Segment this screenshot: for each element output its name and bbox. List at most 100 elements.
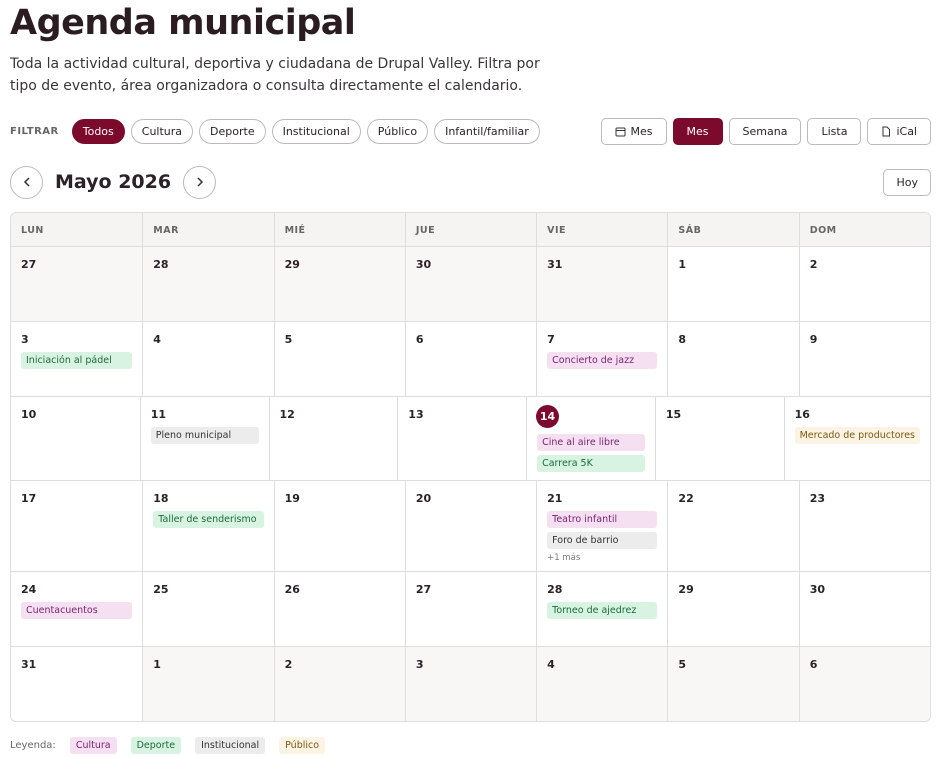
- day-cell[interactable]: 22: [667, 480, 799, 571]
- day-cell[interactable]: 24 Cuentacuentos: [11, 571, 143, 646]
- day-cell[interactable]: 11 Pleno municipal: [139, 396, 269, 480]
- day-number-wrap: 11: [151, 406, 259, 423]
- day-number: 5: [284, 333, 293, 346]
- today-button[interactable]: Hoy: [883, 168, 931, 196]
- event-chip[interactable]: Iniciación al pádel: [21, 352, 133, 369]
- day-cell[interactable]: 10: [11, 396, 140, 480]
- day-number-wrap: 25: [153, 581, 263, 598]
- day-cell[interactable]: 23: [798, 480, 930, 571]
- view-switch: Mes Mes Semana Lista iCal: [600, 117, 931, 145]
- day-cell[interactable]: 18 Taller de senderismo: [142, 480, 274, 571]
- day-cell[interactable]: 9: [798, 321, 930, 396]
- day-number-wrap: 17: [21, 490, 132, 507]
- day-number-wrap: 31: [21, 656, 132, 673]
- event-chip[interactable]: Pleno municipal: [150, 427, 259, 444]
- day-number: 30: [809, 583, 826, 596]
- day-cell[interactable]: 4: [142, 321, 274, 396]
- day-cell[interactable]: 27: [404, 571, 537, 646]
- day-cell[interactable]: 30: [798, 571, 930, 646]
- day-number: 23: [809, 492, 826, 505]
- day-number-wrap: 3: [21, 331, 132, 348]
- day-cell[interactable]: 15: [654, 396, 784, 480]
- day-cell[interactable]: 25: [142, 571, 274, 646]
- day-cell[interactable]: 1: [667, 246, 799, 321]
- day-number-wrap: 2: [285, 656, 395, 673]
- day-number: 26: [284, 583, 300, 596]
- event-chip[interactable]: Concierto de jazz: [547, 352, 658, 369]
- day-cell[interactable]: 16 Mercado de productores: [783, 396, 930, 480]
- day-cell[interactable]: 12: [268, 396, 398, 480]
- week-row: 17 18 Taller de senderismo 19 20 21 Teatro inf…: [11, 480, 930, 571]
- filter-pill[interactable]: Cultura: [130, 118, 194, 144]
- event-chip[interactable]: Foro de barrio: [547, 532, 658, 549]
- next-button[interactable]: [183, 165, 217, 199]
- view-button[interactable]: Semana: [728, 117, 802, 145]
- day-number-wrap: 30: [416, 256, 526, 273]
- view-button[interactable]: Lista: [807, 117, 862, 145]
- filter-pill[interactable]: Todos: [71, 118, 125, 144]
- event-chip[interactable]: Cuentacuentos: [21, 602, 133, 619]
- day-cell[interactable]: 21 Teatro infantil Foro de barrio +1 más: [536, 480, 668, 571]
- day-number: 16: [794, 408, 810, 421]
- day-cell[interactable]: 14 Cine al aire libre Carrera 5K: [526, 396, 655, 480]
- weekday: LUN: [21, 225, 44, 236]
- more-link[interactable]: +1 más: [547, 553, 581, 563]
- day-cell[interactable]: 1: [142, 646, 274, 721]
- day-cell[interactable]: 29: [667, 571, 799, 646]
- day-cell[interactable]: 3: [404, 646, 537, 721]
- day-cell[interactable]: 17: [11, 480, 143, 571]
- day-cell[interactable]: 19: [273, 480, 405, 571]
- event-chip[interactable]: Taller de senderismo: [153, 511, 264, 528]
- day-cell[interactable]: 29: [273, 246, 405, 321]
- day-number: 13: [408, 408, 424, 421]
- day-cell[interactable]: 13: [397, 396, 527, 480]
- day-cell[interactable]: 2: [798, 246, 930, 321]
- weekday: JUE: [404, 213, 536, 248]
- day-number: 21: [547, 492, 563, 505]
- day-cell[interactable]: 30: [404, 246, 537, 321]
- day-cell[interactable]: 6: [404, 321, 537, 396]
- filter-pill[interactable]: Infantil/familiar: [434, 118, 540, 144]
- view-label: iCal: [896, 124, 917, 138]
- day-number-wrap: 29: [285, 256, 395, 273]
- day-number: 24: [21, 583, 37, 596]
- day-cell[interactable]: 2: [273, 646, 405, 721]
- day-cell[interactable]: 5: [273, 321, 405, 396]
- filter-pill[interactable]: Público: [366, 118, 429, 144]
- view-button[interactable]: Mes: [672, 117, 723, 145]
- filter-pill[interactable]: Institucional: [271, 118, 361, 144]
- day-cell[interactable]: 31: [11, 646, 143, 721]
- day-number: 4: [153, 333, 161, 346]
- filter-pill[interactable]: Deporte: [199, 118, 266, 144]
- day-cell[interactable]: 28: [142, 246, 274, 321]
- day-cell[interactable]: 4: [536, 646, 668, 721]
- day-number: 10: [21, 408, 37, 421]
- view-button[interactable]: iCal: [867, 117, 931, 145]
- day-number-wrap: 19: [285, 490, 395, 507]
- event-chip[interactable]: Carrera 5K: [537, 455, 645, 472]
- day-cell[interactable]: 26: [273, 571, 405, 646]
- view-button[interactable]: Mes: [600, 117, 667, 145]
- day-number-wrap: 1: [153, 656, 263, 673]
- event-chip[interactable]: Mercado de productores: [794, 427, 920, 444]
- day-cell[interactable]: 8: [667, 321, 799, 396]
- event-chip[interactable]: Torneo de ajedrez: [547, 602, 658, 619]
- day-number: 18: [153, 492, 169, 505]
- day-cell[interactable]: 3 Iniciación al pádel: [11, 321, 143, 396]
- day-cell[interactable]: 5: [667, 646, 799, 721]
- day-number: 22: [678, 492, 694, 505]
- day-cell[interactable]: 27: [11, 246, 143, 321]
- month-nav: Mayo 2026 Hoy: [10, 165, 931, 199]
- day-number: 4: [547, 658, 555, 671]
- day-cell[interactable]: 7 Concierto de jazz: [536, 321, 668, 396]
- day-cell[interactable]: 20: [404, 480, 537, 571]
- day-number: 17: [21, 492, 37, 505]
- weekday: VIE: [536, 213, 667, 248]
- day-cell[interactable]: 28 Torneo de ajedrez: [536, 571, 668, 646]
- prev-button[interactable]: [10, 165, 43, 199]
- day-cell[interactable]: 31: [536, 246, 668, 321]
- event-chip[interactable]: Cine al aire libre: [537, 434, 645, 451]
- day-number-wrap: 18: [153, 490, 263, 507]
- event-chip[interactable]: Teatro infantil: [547, 511, 658, 528]
- day-cell[interactable]: 6: [798, 646, 930, 721]
